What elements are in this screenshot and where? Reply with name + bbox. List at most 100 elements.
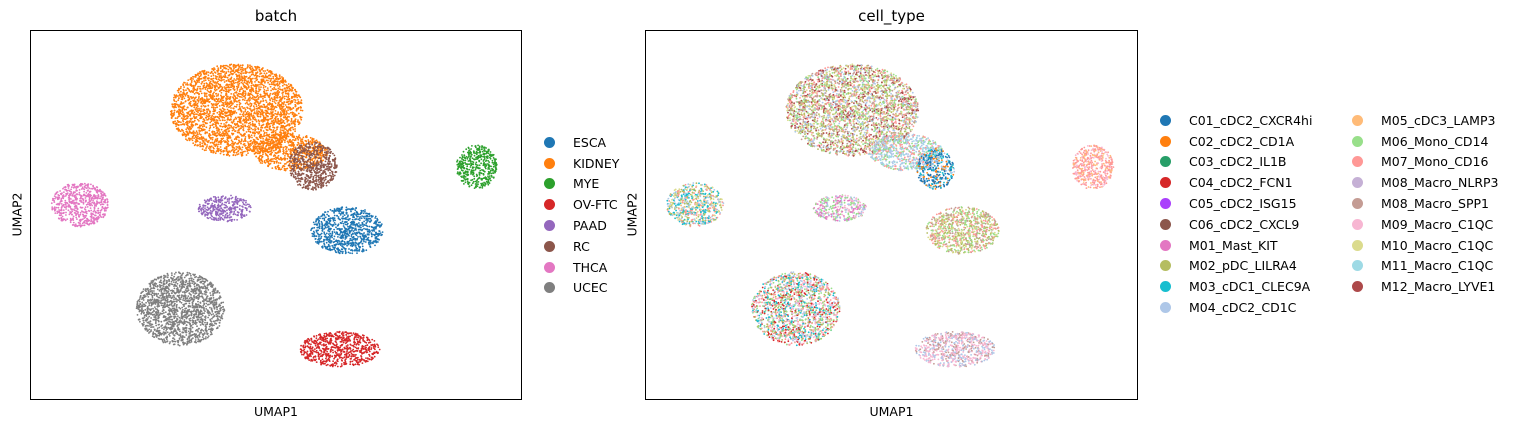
cell-type-legend-marker xyxy=(1352,239,1363,251)
cell-type-legend-marker xyxy=(1160,302,1171,314)
cell-type-legend-item-m05-cdc3-lamp3: M05_cDC3_LAMP3 xyxy=(1352,110,1499,131)
cluster-ucec-0 xyxy=(135,271,226,347)
batch-legend-label: PAAD xyxy=(573,218,607,234)
batch-legend-item-esca: ESCA xyxy=(544,132,619,153)
batch-legend-marker xyxy=(544,220,555,232)
batch-legend-label: KIDNEY xyxy=(573,155,620,171)
cell-type-legend-marker xyxy=(1352,114,1363,126)
cell-type-legend: C01_cDC2_CXCR4hi C02_cDC2_CD1A C03_cDC2_IL… xyxy=(1160,110,1538,320)
cell-type-legend-item-c04-cdc2-fcn1: C04_cDC2_FCN1 xyxy=(1160,172,1312,193)
cell-type-legend-item-m03-cdc1-clec9a: M03_cDC1_CLEC9A xyxy=(1160,276,1312,297)
cell-type-legend-marker xyxy=(1352,135,1363,147)
batch-scatter xyxy=(50,63,498,368)
batch-legend-item-ucec: UCEC xyxy=(544,278,619,299)
batch-legend-label: RC xyxy=(573,238,590,254)
cell-type-cluster-2 xyxy=(916,147,956,190)
cell-type-legend-item-c02-cdc2-cd1a: C02_cDC2_CD1A xyxy=(1160,131,1312,152)
batch-legend-label: UCEC xyxy=(573,280,608,296)
batch-legend-label: OV-FTC xyxy=(573,197,618,213)
cell-type-legend-label: M01_Mast_KIT xyxy=(1189,237,1278,253)
cell-type-legend-label: C04_cDC2_FCN1 xyxy=(1189,175,1293,191)
cell-type-title: cell_type xyxy=(858,7,925,25)
cell-type-legend-marker xyxy=(1160,177,1171,189)
cell-type-legend-label: M11_Macro_C1QC xyxy=(1381,258,1494,274)
batch-legend-item-thca: THCA xyxy=(544,257,619,278)
cell-type-cluster-8 xyxy=(914,331,996,368)
cell-type-legend-marker xyxy=(1352,260,1363,272)
batch-legend-marker xyxy=(544,136,555,148)
batch-legend-label: MYE xyxy=(573,176,600,192)
cell-type-legend-item-m12-macro-lyve1: M12_Macro_LYVE1 xyxy=(1352,276,1499,297)
batch-legend-marker xyxy=(544,178,555,190)
cell-type-legend-marker xyxy=(1160,260,1171,272)
cell-type-legend-label: C01_cDC2_CXCR4hi xyxy=(1189,112,1313,128)
batch-legend-marker xyxy=(544,157,555,169)
batch-legend-item-kidney: KIDNEY xyxy=(544,153,619,174)
batch-legend-column: ESCA KIDNEY MYE OV-FTC PAAD RC THCA UCEC xyxy=(544,132,619,298)
batch-legend-marker xyxy=(544,240,555,252)
cell-type-legend-column: C01_cDC2_CXCR4hi C02_cDC2_CD1A C03_cDC2_IL… xyxy=(1160,110,1312,318)
cell-type-legend-label: M05_cDC3_LAMP3 xyxy=(1381,112,1496,128)
cell-type-legend-item-c06-cdc2-cxcl9: C06_cDC2_CXCL9 xyxy=(1160,214,1312,235)
batch-legend: ESCA KIDNEY MYE OV-FTC PAAD RC THCA UCEC xyxy=(544,132,644,302)
cell-type-legend-label: M08_Macro_SPP1 xyxy=(1381,196,1489,212)
cell-type-legend-label: C06_cDC2_CXCL9 xyxy=(1189,216,1300,232)
cluster-ov-ftc-0 xyxy=(299,330,381,368)
cell-type-x-axis-label: UMAP1 xyxy=(869,404,914,419)
cell-type-legend-item-m08-macro-spp1: M08_Macro_SPP1 xyxy=(1352,193,1499,214)
cell-type-legend-item-m02-pdc-lilra4: M02_pDC_LILRA4 xyxy=(1160,256,1312,277)
cell-type-cluster-5 xyxy=(812,194,868,222)
cluster-mye-0 xyxy=(456,144,498,190)
cell-type-cluster-7 xyxy=(751,271,841,347)
batch-legend-marker xyxy=(544,261,555,273)
cluster-rc-0 xyxy=(288,141,338,191)
batch-legend-marker xyxy=(544,282,555,294)
batch-y-axis-label: UMAP2 xyxy=(9,192,25,237)
cell-type-legend-marker xyxy=(1352,177,1363,189)
cell-type-legend-label: C03_cDC2_IL1B xyxy=(1189,154,1287,170)
cell-type-plot-area xyxy=(645,30,1138,400)
cell-type-legend-label: M08_Macro_NLRP3 xyxy=(1381,175,1499,191)
cell-type-legend-label: M06_Mono_CD14 xyxy=(1381,133,1489,149)
cell-type-legend-item-m04-cdc2-cd1c: M04_cDC2_CD1C xyxy=(1160,297,1312,318)
cluster-kidney-0 xyxy=(169,63,304,157)
cell-type-legend-item-m07-mono-cd16: M07_Mono_CD16 xyxy=(1352,152,1499,173)
cluster-paad-0 xyxy=(197,194,252,223)
batch-legend-item-ov-ftc: OV-FTC xyxy=(544,194,619,215)
cell-type-legend-item-m09-macro-c1qc: M09_Macro_C1QC xyxy=(1352,214,1499,235)
cell-type-legend-marker xyxy=(1160,281,1171,293)
cell-type-legend-label: M04_cDC2_CD1C xyxy=(1189,300,1297,316)
batch-legend-marker xyxy=(544,199,555,211)
batch-plot-area xyxy=(30,30,522,400)
cluster-esca-0 xyxy=(310,206,384,255)
cluster-thca-0 xyxy=(50,182,109,228)
cell-type-scatter xyxy=(666,63,1115,368)
batch-legend-item-paad: PAAD xyxy=(544,215,619,236)
cell-type-legend-item-m06-mono-cd14: M06_Mono_CD14 xyxy=(1352,131,1499,152)
cell-type-legend-label: M09_Macro_C1QC xyxy=(1381,216,1494,232)
cell-type-legend-marker xyxy=(1160,135,1171,147)
batch-legend-label: ESCA xyxy=(573,134,607,150)
cell-type-legend-label: C02_cDC2_CD1A xyxy=(1189,133,1295,149)
cell-type-y-axis-label: UMAP2 xyxy=(624,192,640,237)
cell-type-legend-item-m10-macro-c1qc: M10_Macro_C1QC xyxy=(1352,235,1499,256)
cell-type-legend-marker xyxy=(1352,156,1363,168)
cell-type-legend-marker xyxy=(1160,239,1171,251)
cell-type-cluster-0 xyxy=(785,63,920,157)
cell-type-legend-label: M10_Macro_C1QC xyxy=(1381,237,1494,253)
cell-type-legend-label: C05_cDC2_ISG15 xyxy=(1189,196,1297,212)
cell-type-legend-item-c03-cdc2-il1b: C03_cDC2_IL1B xyxy=(1160,152,1312,173)
cell-type-legend-marker xyxy=(1352,281,1363,293)
cell-type-legend-column: M05_cDC3_LAMP3 M06_Mono_CD14 M07_Mono_CD16… xyxy=(1352,110,1499,297)
cell-type-legend-label: M12_Macro_LYVE1 xyxy=(1381,279,1496,295)
cell-type-legend-item-m08-macro-nlrp3: M08_Macro_NLRP3 xyxy=(1352,172,1499,193)
cell-type-legend-item-m11-macro-c1qc: M11_Macro_C1QC xyxy=(1352,256,1499,277)
cell-type-cluster-3 xyxy=(1072,144,1115,190)
batch-legend-item-mye: MYE xyxy=(544,174,619,195)
cell-type-legend-marker xyxy=(1352,218,1363,230)
batch-legend-label: THCA xyxy=(573,259,608,275)
cell-type-legend-marker xyxy=(1160,156,1171,168)
cell-type-legend-label: M03_cDC1_CLEC9A xyxy=(1189,279,1311,295)
cell-type-legend-marker xyxy=(1160,198,1171,210)
cell-type-legend-item-c05-cdc2-isg15: C05_cDC2_ISG15 xyxy=(1160,193,1312,214)
